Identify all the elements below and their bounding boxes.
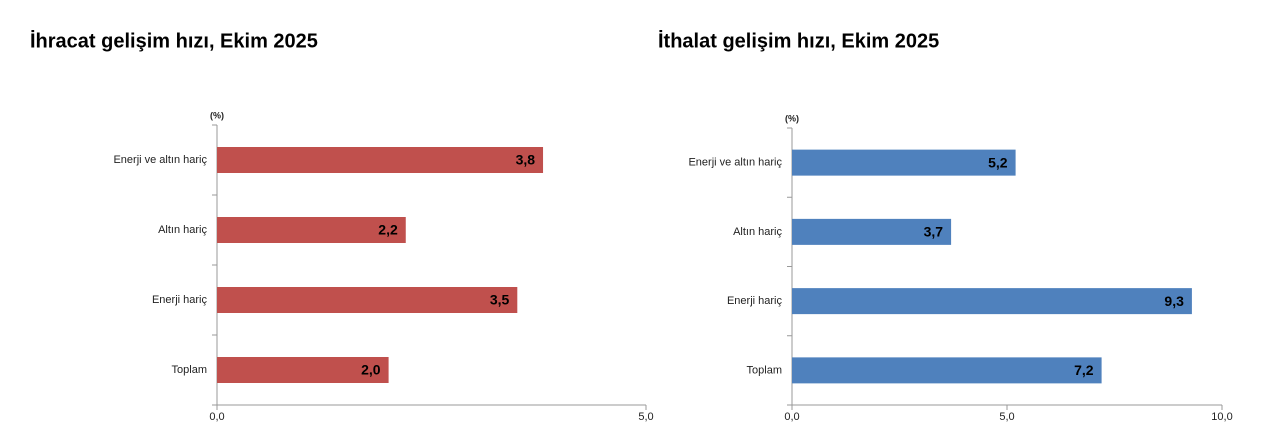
bar	[792, 218, 952, 245]
unit-label: (%)	[785, 113, 799, 123]
bar	[792, 288, 1192, 315]
value-label: 3,7	[924, 224, 944, 240]
value-label: 7,2	[1074, 362, 1094, 378]
category-label: Enerji ve altın hariç	[688, 157, 782, 169]
bar	[217, 357, 389, 383]
value-label: 3,5	[490, 292, 510, 308]
x-tick-label: 5,0	[638, 411, 653, 423]
x-tick-label: 0,0	[209, 411, 224, 423]
category-label: Altın hariç	[158, 224, 207, 236]
value-label: 2,2	[378, 222, 398, 238]
x-tick-label: 10,0	[1211, 411, 1232, 423]
bar	[217, 217, 406, 243]
value-label: 2,0	[361, 362, 381, 378]
bar	[792, 149, 1016, 176]
category-label: Toplam	[747, 364, 782, 376]
chart-title: İhracat gelişim hızı, Ekim 2025	[30, 29, 318, 52]
bar	[792, 357, 1102, 384]
bar	[217, 147, 544, 173]
bar	[217, 287, 518, 313]
category-label: Enerji hariç	[152, 294, 208, 306]
x-tick-label: 0,0	[784, 411, 799, 423]
value-label: 3,8	[516, 152, 536, 168]
chart-title: İthalat gelişim hızı, Ekim 2025	[658, 29, 939, 52]
x-tick-label: 5,0	[999, 411, 1014, 423]
category-label: Enerji hariç	[727, 295, 783, 307]
category-label: Altın hariç	[733, 226, 782, 238]
value-label: 5,2	[988, 154, 1008, 170]
unit-label: (%)	[210, 110, 224, 120]
category-label: Toplam	[172, 364, 207, 376]
value-label: 9,3	[1164, 293, 1184, 309]
category-label: Enerji ve altın hariç	[113, 154, 207, 166]
